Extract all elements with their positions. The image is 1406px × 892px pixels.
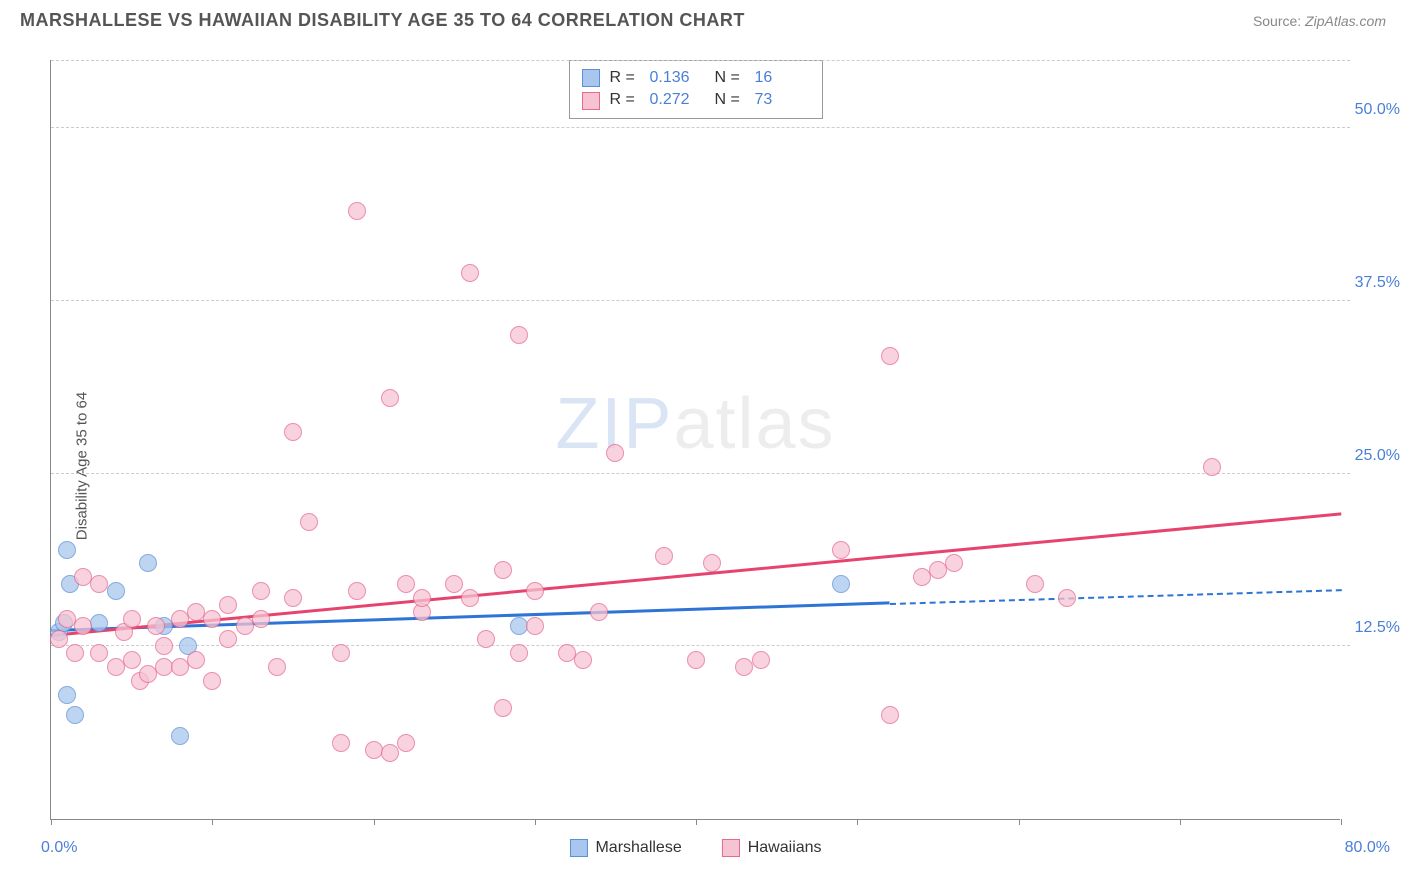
y-tick-label: 25.0% (1355, 447, 1400, 465)
scatter-point (348, 582, 366, 600)
scatter-point (155, 637, 173, 655)
x-tick (212, 819, 213, 825)
scatter-plot: ZIPatlas R =0.136N =16R =0.272N =73 Mars… (50, 60, 1340, 820)
scatter-point (526, 617, 544, 635)
y-tick-label: 37.5% (1355, 274, 1400, 292)
scatter-point (461, 264, 479, 282)
scatter-point (219, 596, 237, 614)
scatter-point (397, 575, 415, 593)
scatter-point (413, 589, 431, 607)
chart-container: Disability Age 35 to 64 ZIPatlas R =0.13… (0, 40, 1406, 892)
scatter-point (187, 651, 205, 669)
scatter-point (590, 603, 608, 621)
scatter-point (494, 561, 512, 579)
scatter-point (50, 630, 68, 648)
scatter-point (300, 513, 318, 531)
scatter-point (66, 706, 84, 724)
scatter-point (139, 554, 157, 572)
x-tick (374, 819, 375, 825)
scatter-point (203, 672, 221, 690)
scatter-point (332, 644, 350, 662)
scatter-point (107, 582, 125, 600)
x-tick (51, 819, 52, 825)
scatter-point (397, 734, 415, 752)
gridline (51, 473, 1350, 474)
y-tick-label: 50.0% (1355, 101, 1400, 119)
scatter-point (655, 547, 673, 565)
scatter-point (381, 389, 399, 407)
legend-row: R =0.272N =73 (582, 89, 810, 111)
scatter-point (90, 614, 108, 632)
scatter-point (881, 347, 899, 365)
scatter-point (219, 630, 237, 648)
scatter-point (574, 651, 592, 669)
gridline (51, 60, 1350, 61)
legend-swatch (569, 839, 587, 857)
scatter-point (945, 554, 963, 572)
scatter-point (881, 706, 899, 724)
scatter-point (1058, 589, 1076, 607)
scatter-point (284, 589, 302, 607)
x-tick (535, 819, 536, 825)
gridline (51, 645, 1350, 646)
scatter-point (687, 651, 705, 669)
scatter-point (123, 651, 141, 669)
x-tick (696, 819, 697, 825)
watermark: ZIPatlas (555, 383, 835, 465)
x-tick (1019, 819, 1020, 825)
scatter-point (365, 741, 383, 759)
scatter-point (510, 644, 528, 662)
legend-item: Marshallese (569, 839, 681, 857)
scatter-point (703, 554, 721, 572)
series-legend: Marshallese Hawaiians (569, 839, 821, 857)
scatter-point (268, 658, 286, 676)
scatter-point (832, 575, 850, 593)
scatter-point (606, 444, 624, 462)
scatter-point (66, 644, 84, 662)
scatter-point (90, 644, 108, 662)
legend-swatch (722, 839, 740, 857)
scatter-point (171, 727, 189, 745)
scatter-point (526, 582, 544, 600)
scatter-point (445, 575, 463, 593)
scatter-point (1203, 458, 1221, 476)
source-attribution: Source: ZipAtlas.com (1253, 13, 1386, 29)
legend-row: R =0.136N =16 (582, 67, 810, 89)
gridline (51, 300, 1350, 301)
scatter-point (752, 651, 770, 669)
scatter-point (58, 541, 76, 559)
trend-line-extrapolated (889, 589, 1341, 605)
scatter-point (461, 589, 479, 607)
scatter-point (58, 686, 76, 704)
gridline (51, 127, 1350, 128)
scatter-point (203, 610, 221, 628)
scatter-point (74, 617, 92, 635)
scatter-point (90, 575, 108, 593)
scatter-point (348, 202, 366, 220)
scatter-point (284, 423, 302, 441)
scatter-point (510, 326, 528, 344)
x-max-label: 80.0% (1345, 839, 1390, 857)
x-tick (1180, 819, 1181, 825)
scatter-point (832, 541, 850, 559)
scatter-point (477, 630, 495, 648)
chart-title: MARSHALLESE VS HAWAIIAN DISABILITY AGE 3… (20, 10, 745, 31)
correlation-legend: R =0.136N =16R =0.272N =73 (569, 60, 823, 119)
x-min-label: 0.0% (41, 839, 77, 857)
legend-swatch (582, 92, 600, 110)
legend-swatch (582, 69, 600, 87)
scatter-point (123, 610, 141, 628)
scatter-point (252, 582, 270, 600)
scatter-point (494, 699, 512, 717)
scatter-point (147, 617, 165, 635)
scatter-point (252, 610, 270, 628)
scatter-point (332, 734, 350, 752)
x-tick (857, 819, 858, 825)
legend-item: Hawaiians (722, 839, 822, 857)
scatter-point (1026, 575, 1044, 593)
scatter-point (381, 744, 399, 762)
x-tick (1341, 819, 1342, 825)
y-tick-label: 12.5% (1355, 619, 1400, 637)
